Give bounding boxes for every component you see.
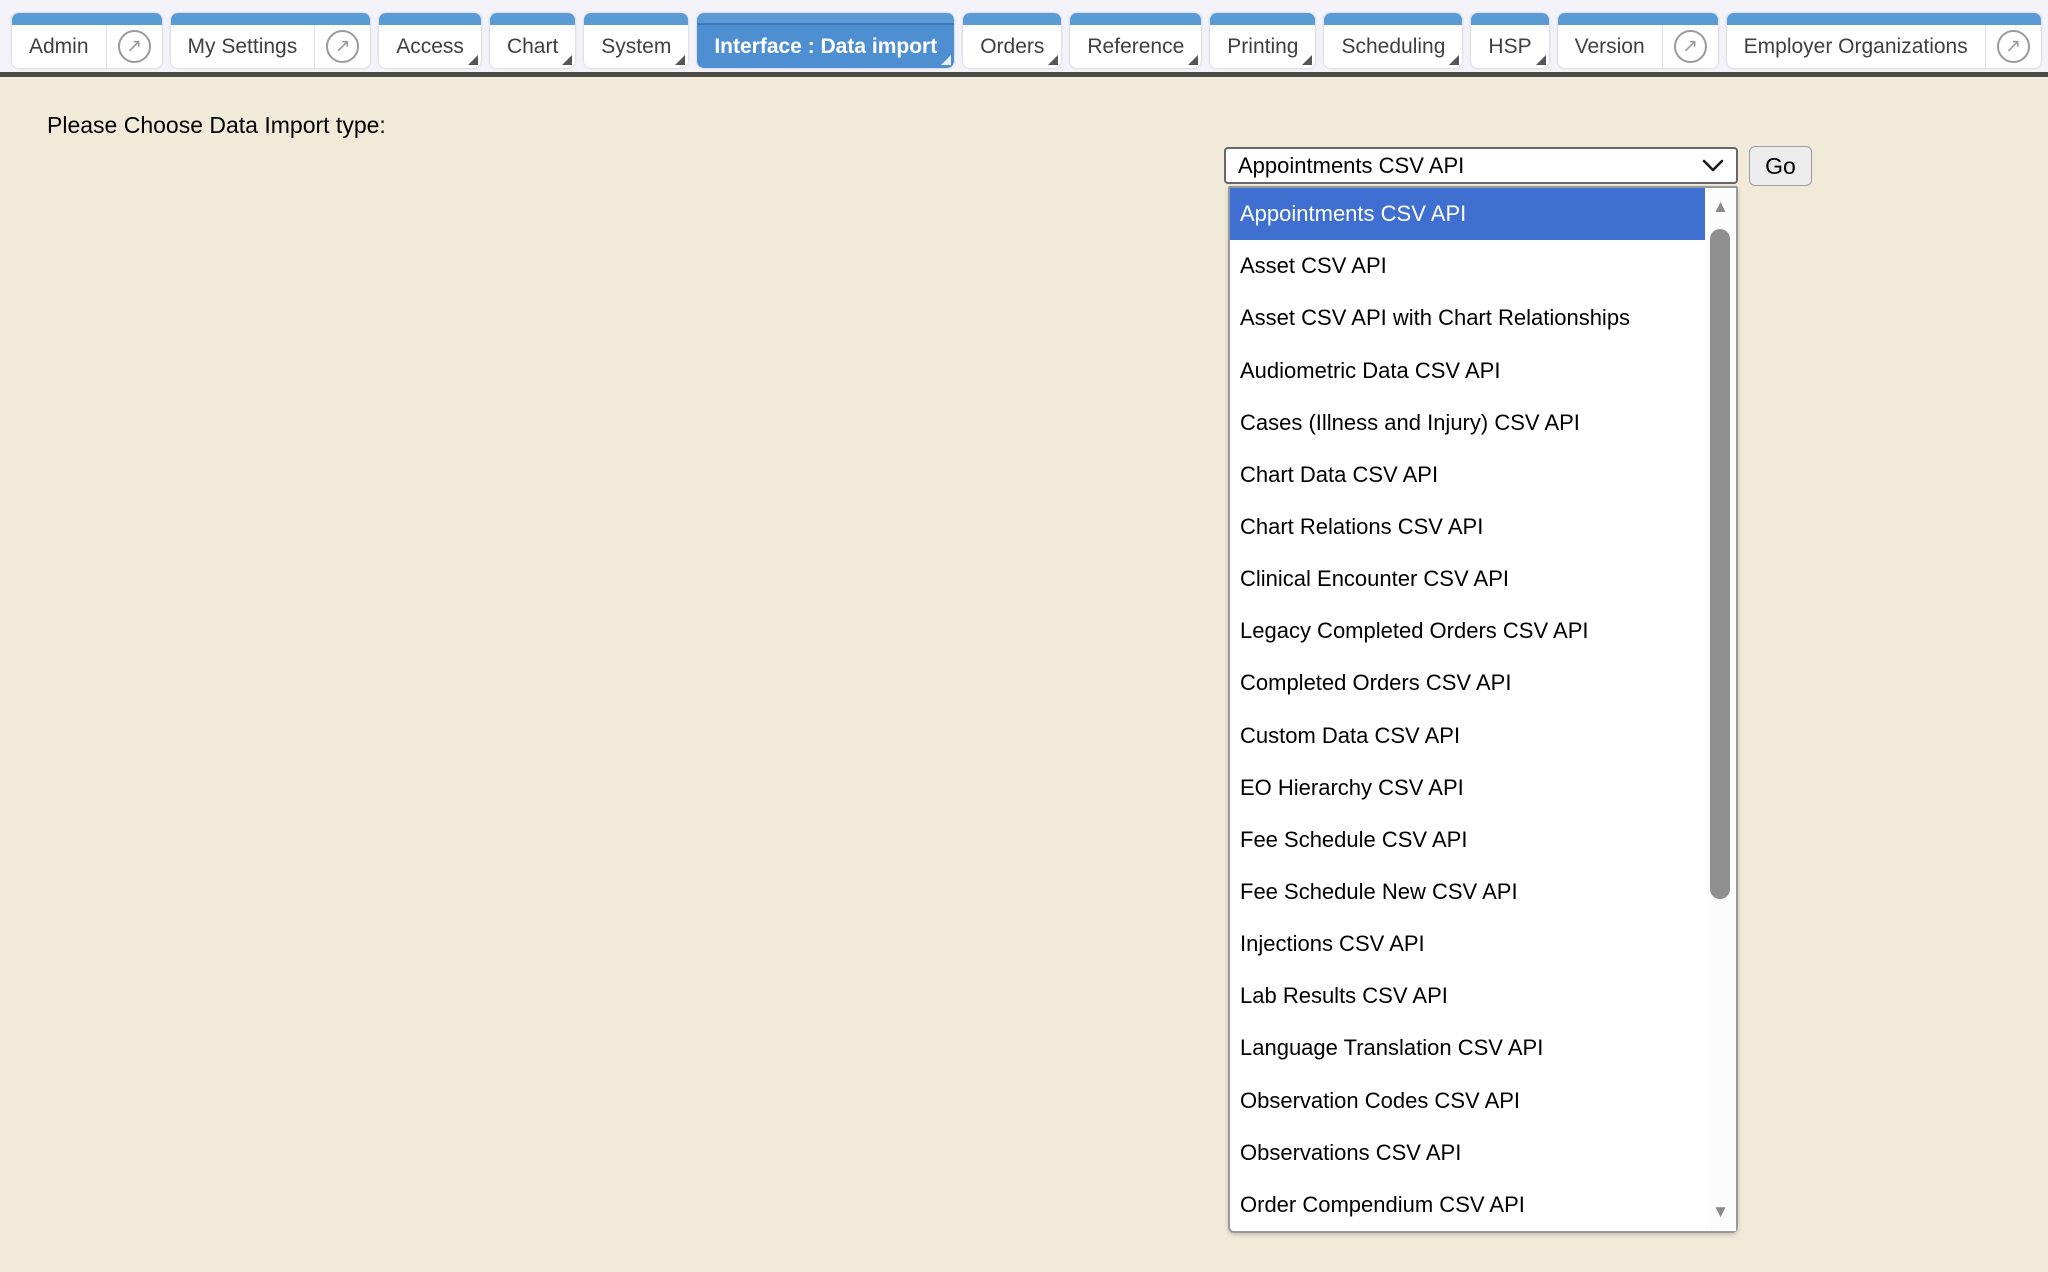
external-link-icon: ↗: [1996, 30, 2030, 63]
external-link-icon: ↗: [326, 30, 360, 63]
menu-caret-icon: [1048, 55, 1059, 65]
tab-reference[interactable]: Reference: [1070, 13, 1202, 68]
tab-label: Employer Organizations: [1743, 34, 1968, 58]
tab-external-segment[interactable]: ↗: [1986, 25, 2041, 68]
option-appointments-csv-api[interactable]: Appointments CSV API: [1230, 188, 1705, 241]
option-asset-csv-api-with-chart-relationships[interactable]: Asset CSV API with Chart Relationships: [1240, 305, 1631, 331]
tab-my-settings[interactable]: My Settings ↗: [170, 13, 371, 68]
chevron-down-icon: [1702, 159, 1724, 172]
tab-interface-data-import[interactable]: Interface : Data import: [697, 13, 955, 68]
tab-label: Printing: [1227, 34, 1299, 58]
option-fee-schedule-new-csv-api[interactable]: Fee Schedule New CSV API: [1240, 879, 1518, 905]
external-link-icon: ↗: [1673, 30, 1707, 63]
option-audiometric-data-csv-api[interactable]: Audiometric Data CSV API: [1240, 357, 1501, 383]
tab-external-segment[interactable]: ↗: [1663, 25, 1718, 68]
menu-caret-icon: [1449, 55, 1460, 65]
tab-label: Version: [1574, 34, 1645, 58]
tab-accent-strip: [1726, 13, 2041, 25]
tab-system[interactable]: System: [584, 13, 689, 68]
tab-label: HSP: [1488, 34, 1532, 58]
tab-scheduling[interactable]: Scheduling: [1324, 13, 1463, 68]
option-clinical-encounter-csv-api[interactable]: Clinical Encounter CSV API: [1240, 566, 1510, 592]
external-link-icon: ↗: [117, 30, 151, 63]
tab-divider: [1661, 25, 1663, 68]
option-language-translation-csv-api[interactable]: Language Translation CSV API: [1240, 1035, 1544, 1061]
option-fee-schedule-csv-api[interactable]: Fee Schedule CSV API: [1240, 826, 1468, 852]
import-type-select[interactable]: Appointments CSV API: [1224, 147, 1738, 184]
option-asset-csv-api[interactable]: Asset CSV API: [1240, 253, 1387, 279]
scroll-up-icon[interactable]: ▲: [1712, 197, 1729, 216]
option-custom-data-csv-api[interactable]: Custom Data CSV API: [1240, 722, 1461, 748]
tab-admin[interactable]: Admin ↗: [12, 13, 162, 68]
tab-label: Admin: [29, 34, 89, 58]
tab-accent-strip: [379, 13, 481, 25]
tab-access[interactable]: Access: [379, 13, 481, 68]
menu-caret-icon: [1535, 55, 1546, 65]
tab-printing[interactable]: Printing: [1210, 13, 1316, 68]
option-observations-csv-api[interactable]: Observations CSV API: [1240, 1139, 1462, 1165]
option-legacy-completed-orders-csv-api[interactable]: Legacy Completed Orders CSV API: [1240, 618, 1589, 644]
tab-accent-strip: [1070, 13, 1202, 25]
tab-accent-strip: [697, 13, 955, 25]
tab-label: Scheduling: [1341, 34, 1446, 58]
tab-label: My Settings: [187, 34, 298, 58]
tab-label: Reference: [1087, 34, 1185, 58]
tab-label: System: [601, 34, 672, 58]
content-area: Please Choose Data Import type: Appointm…: [0, 77, 2048, 1272]
tab-divider: [105, 25, 107, 68]
tab-accent-strip: [1324, 13, 1463, 25]
tab-accent-strip: [12, 13, 162, 25]
top-navbar: Admin ↗ My Settings ↗ Access Chart: [0, 0, 2048, 77]
tab-external-segment[interactable]: ↗: [315, 25, 370, 68]
tab-label: Chart: [506, 34, 559, 58]
select-current-value: Appointments CSV API: [1238, 152, 1465, 178]
tab-employer-organizations[interactable]: Employer Organizations ↗: [1726, 13, 2041, 68]
menu-caret-icon: [1188, 55, 1199, 65]
tab-accent-strip: [170, 13, 371, 25]
tab-divider: [1984, 25, 1986, 68]
option-list: Appointments CSV API Asset CSV API Asset C…: [1230, 188, 1705, 1231]
tab-label: Access: [396, 34, 464, 58]
tab-hsp[interactable]: HSP: [1471, 13, 1549, 68]
tab-accent-strip: [1557, 13, 1718, 25]
option-observation-codes-csv-api[interactable]: Observation Codes CSV API: [1240, 1087, 1521, 1113]
tab-label: Interface : Data import: [714, 34, 938, 58]
option-eo-hierarchy-csv-api[interactable]: EO Hierarchy CSV API: [1240, 774, 1464, 800]
go-button[interactable]: Go: [1749, 146, 1812, 186]
tab-version[interactable]: Version ↗: [1557, 13, 1718, 68]
option-lab-results-csv-api[interactable]: Lab Results CSV API: [1240, 983, 1448, 1009]
tab-divider: [314, 25, 316, 68]
option-chart-relations-csv-api[interactable]: Chart Relations CSV API: [1240, 513, 1484, 539]
option-order-compendium-csv-api[interactable]: Order Compendium CSV API: [1240, 1191, 1525, 1217]
dropdown-scrollbar[interactable]: ▲ ▼: [1705, 188, 1736, 1231]
scroll-down-icon[interactable]: ▼: [1712, 1202, 1729, 1221]
tab-accent-strip: [963, 13, 1062, 25]
menu-caret-icon: [675, 55, 686, 65]
option-injections-csv-api[interactable]: Injections CSV API: [1240, 931, 1425, 957]
menu-caret-icon: [562, 55, 573, 65]
tab-accent-strip: [489, 13, 576, 25]
tab-orders[interactable]: Orders: [963, 13, 1062, 68]
tab-label: Orders: [980, 34, 1045, 58]
page-title: Please Choose Data Import type:: [47, 112, 386, 138]
tab-accent-strip: [1471, 13, 1549, 25]
menu-caret-icon: [941, 55, 952, 65]
tab-chart[interactable]: Chart: [489, 13, 576, 68]
tab-accent-strip: [584, 13, 689, 25]
option-completed-orders-csv-api[interactable]: Completed Orders CSV API: [1240, 670, 1512, 696]
option-cases-illness-and-injury-csv-api[interactable]: Cases (Illness and Injury) CSV API: [1240, 409, 1580, 435]
tab-external-segment[interactable]: ↗: [107, 25, 162, 68]
menu-caret-icon: [467, 55, 478, 65]
tab-accent-strip: [1210, 13, 1316, 25]
option-chart-data-csv-api[interactable]: Chart Data CSV API: [1240, 461, 1439, 487]
menu-caret-icon: [1302, 55, 1313, 65]
scrollbar-thumb[interactable]: [1710, 229, 1730, 899]
import-type-dropdown: Appointments CSV API Asset CSV API Asset C…: [1228, 186, 1738, 1233]
